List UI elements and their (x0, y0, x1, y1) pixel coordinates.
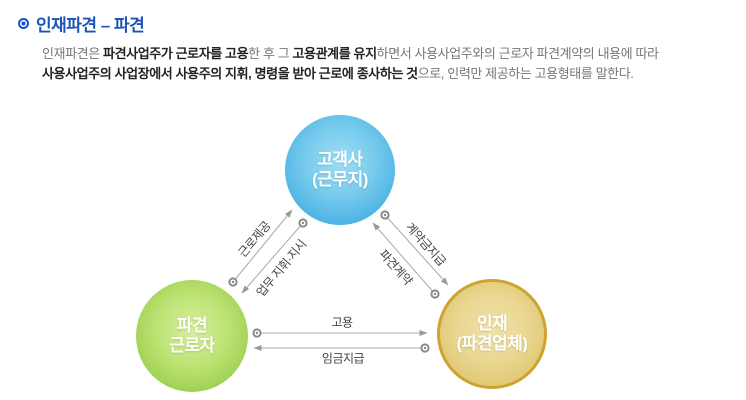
node-client-label-line2: (근무지) (312, 170, 368, 189)
node-worker-label-line1: 파견 (176, 316, 208, 335)
arrows-layer (228, 209, 449, 353)
node-dispatched-worker: 파견 근로자 (136, 280, 248, 392)
edge-line-work-direction (241, 222, 304, 294)
edge-line-contract-payment (384, 214, 449, 286)
page-title: 인재파견 – 파견 (36, 16, 145, 35)
bullet-target-icon (18, 18, 29, 29)
node-agency-label-line2: (파견업체) (456, 334, 528, 353)
dispatch-relationship-diagram: 고객사 (근무지) 파견 근로자 인재 (파견업체) 근로제공 업무 지휘·지시… (0, 110, 746, 400)
intro-paragraph: 인재파견은 파견사업주가 근로자를 고용한 후 그 고용관계를 유지하면서 사용… (42, 46, 659, 81)
edge-line-dispatch-contract (372, 222, 436, 295)
edge-label-employment: 고용 (331, 315, 353, 330)
node-worker-label-line2: 근로자 (169, 336, 215, 355)
node-client-worksite: 고객사 (근무지) (285, 115, 395, 225)
section-header: 인재파견 – 파견 (18, 11, 145, 36)
edge-label-wage-payment: 임금지급 (321, 351, 365, 366)
node-client-label-line1: 고객사 (317, 150, 363, 169)
edge-line-labor-provision (232, 209, 293, 283)
node-talent-agency: 인재 (파견업체) (437, 279, 547, 389)
node-agency-label-line1: 인재 (476, 314, 508, 333)
edge-origin-dots (228, 210, 440, 353)
